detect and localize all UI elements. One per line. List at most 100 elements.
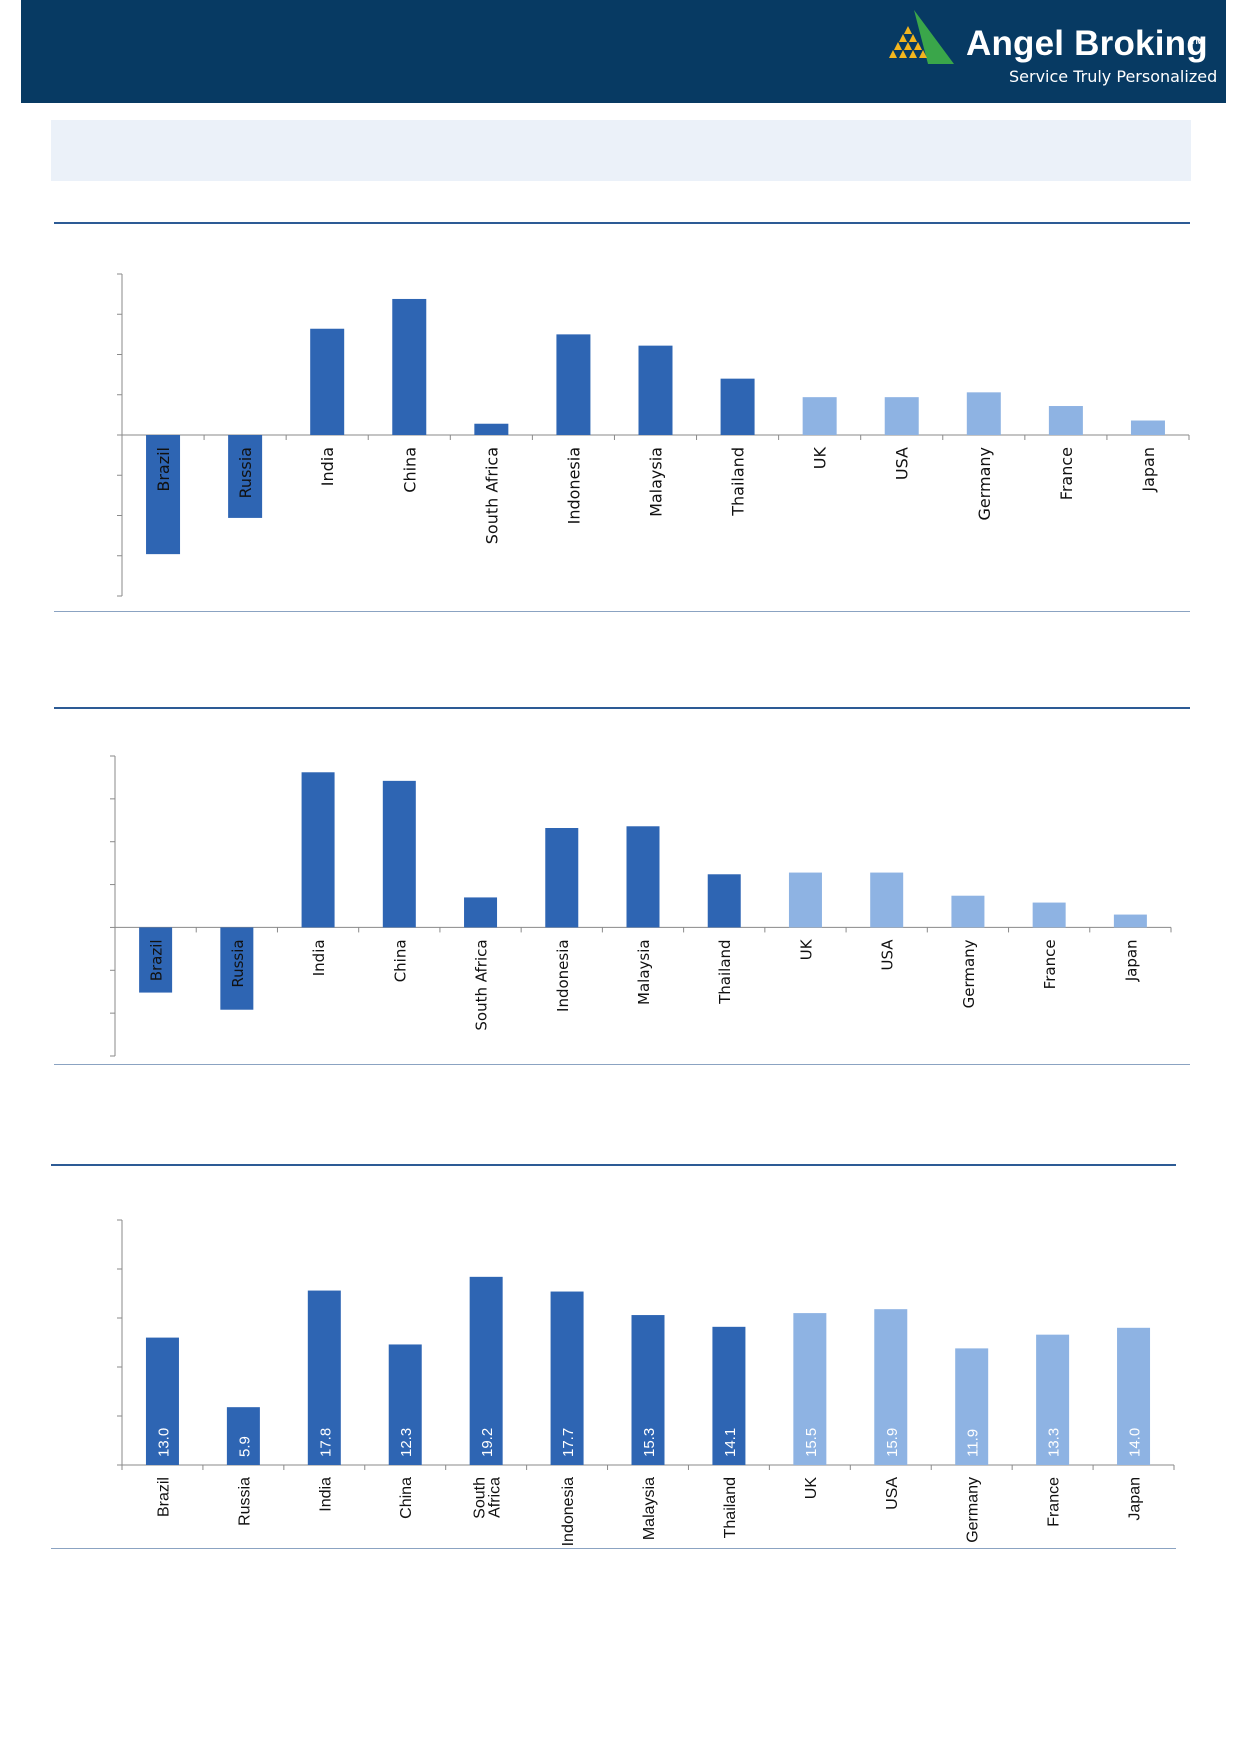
data-label-germany: 11.9 xyxy=(965,1429,982,1457)
data-label-malaysia: 15.3 xyxy=(641,1428,658,1457)
x-tick-label-thailand: Thailand xyxy=(729,447,748,517)
data-label-usa: 15.9 xyxy=(884,1428,901,1457)
x-tick-label-china: China xyxy=(398,1477,415,1519)
bar-china xyxy=(388,1344,422,1465)
bar-japan xyxy=(1113,914,1147,928)
x-tick-label-thailand: Thailand xyxy=(722,1477,739,1538)
bar-south-africa xyxy=(464,897,498,928)
bar-germany xyxy=(966,392,1001,435)
x-tick-label-japan: Japan xyxy=(1139,447,1158,493)
x-tick-label-russia: Russia xyxy=(236,1477,253,1526)
data-label-brazil: 13.0 xyxy=(155,1428,172,1457)
bar-uk xyxy=(802,397,837,435)
x-tick-label-japan: Japan xyxy=(1122,939,1140,982)
brand-name: Angel Broking xyxy=(966,24,1208,63)
x-tick-label-uk: UK xyxy=(803,1477,820,1500)
chart-2: Brazil Russia India China South Africa Indone… xyxy=(110,755,1172,1057)
x-tick-label-india: India xyxy=(310,939,328,976)
bar-japan xyxy=(1130,420,1165,435)
bar-uk xyxy=(793,1313,827,1465)
bar-india xyxy=(310,328,345,435)
data-label-south-africa: 19.2 xyxy=(479,1428,496,1457)
bar-russia xyxy=(220,927,254,1010)
bar-malaysia xyxy=(631,1315,665,1465)
data-label-china: 12.3 xyxy=(398,1428,415,1457)
x-tick-label-indonesia: Indonesia xyxy=(554,939,572,1012)
x-tick-label-brazil: Brazil xyxy=(155,1477,172,1517)
x-tick-label-france: France xyxy=(1041,939,1059,989)
bar-malaysia xyxy=(626,826,660,928)
bar-russia xyxy=(226,1407,260,1465)
x-tick-label-south-africa: South Africa xyxy=(482,447,501,544)
data-label-uk: 15.5 xyxy=(803,1428,820,1457)
data-label-japan: 14.0 xyxy=(1127,1428,1144,1457)
x-tick-label-india: India xyxy=(317,1477,334,1512)
data-label-france: 13.3 xyxy=(1046,1428,1063,1457)
x-tick-label-south-africa: South Africa xyxy=(473,939,491,1030)
chart2-bottom-rule xyxy=(54,1064,1190,1065)
bar-thailand xyxy=(720,378,755,435)
trademark-symbol: TM xyxy=(1190,36,1203,46)
x-tick-label-france: France xyxy=(1057,447,1076,500)
x-tick-label-france: France xyxy=(1046,1477,1063,1527)
bar-france xyxy=(1032,902,1066,928)
chart3-top-rule xyxy=(51,1164,1176,1166)
bar-indonesia xyxy=(550,1291,584,1465)
bar-thailand xyxy=(707,874,741,928)
bar-south-africa xyxy=(474,423,509,435)
x-tick-label-south-africa-1: Africa xyxy=(487,1477,504,1518)
bar-south-africa xyxy=(469,1276,503,1465)
x-tick-label-brazil: Brazil xyxy=(154,447,173,492)
x-tick-label-china: China xyxy=(400,447,419,493)
data-label-indonesia: 17.7 xyxy=(560,1428,577,1457)
x-tick-label-china: China xyxy=(391,939,409,982)
bar-france xyxy=(1048,406,1083,435)
bar-brazil xyxy=(146,435,181,555)
x-tick-label-brazil: Brazil xyxy=(148,939,166,981)
bar-indonesia xyxy=(556,334,591,435)
x-tick-label-malaysia: Malaysia xyxy=(647,447,666,517)
x-tick-label-russia: Russia xyxy=(229,939,247,987)
bar-usa xyxy=(874,1309,908,1465)
bar-germany xyxy=(951,895,985,928)
x-tick-label-russia: Russia xyxy=(236,447,255,498)
chart1-top-rule xyxy=(54,222,1190,224)
bar-malaysia xyxy=(638,345,673,435)
bar-brazil xyxy=(139,927,173,993)
x-tick-label-india: India xyxy=(318,447,337,486)
bar-thailand xyxy=(712,1326,746,1465)
data-label-thailand: 14.1 xyxy=(722,1428,739,1457)
x-tick-label-indonesia: Indonesia xyxy=(564,447,583,524)
bar-usa xyxy=(870,872,904,928)
bar-russia xyxy=(228,435,263,518)
chart1-bottom-rule xyxy=(54,611,1190,612)
chart3-bottom-rule xyxy=(51,1548,1176,1549)
bar-india xyxy=(307,1290,341,1465)
chart2-top-rule xyxy=(54,707,1190,709)
bar-usa xyxy=(884,397,919,435)
x-tick-label-germany: Germany xyxy=(965,1477,982,1543)
bar-indonesia xyxy=(545,828,579,928)
x-tick-label-south-africa-0: South xyxy=(472,1477,489,1519)
bar-india xyxy=(301,772,335,928)
chart-1: Brazil Russia India China South Africa Indone… xyxy=(117,273,1190,597)
data-label-india: 17.8 xyxy=(317,1428,334,1457)
brand-tagline: Service Truly Personalized xyxy=(1009,67,1218,86)
bar-uk xyxy=(788,872,822,928)
x-tick-label-japan: Japan xyxy=(1127,1477,1144,1521)
x-tick-label-usa: USA xyxy=(884,1477,901,1510)
data-label-russia: 5.9 xyxy=(236,1436,253,1457)
bar-china xyxy=(382,780,416,928)
x-tick-label-uk: UK xyxy=(811,446,830,469)
bar-germany xyxy=(955,1348,989,1465)
x-tick-label-thailand: Thailand xyxy=(716,939,734,1004)
page-header: Angel Broking TM Service Truly Personali… xyxy=(21,0,1226,103)
x-tick-label-usa: USA xyxy=(879,939,897,971)
x-tick-label-malaysia: Malaysia xyxy=(635,939,653,1005)
x-tick-label-germany: Germany xyxy=(975,447,994,521)
chart-3: Brazil 13.0 Russia 5.9 India 17.8 China 12.3 Sou… xyxy=(117,1219,1175,1546)
x-tick-label-germany: Germany xyxy=(960,939,978,1008)
bar-brazil xyxy=(145,1337,179,1465)
section-title-band xyxy=(51,120,1191,181)
x-tick-label-indonesia: Indonesia xyxy=(560,1477,577,1546)
